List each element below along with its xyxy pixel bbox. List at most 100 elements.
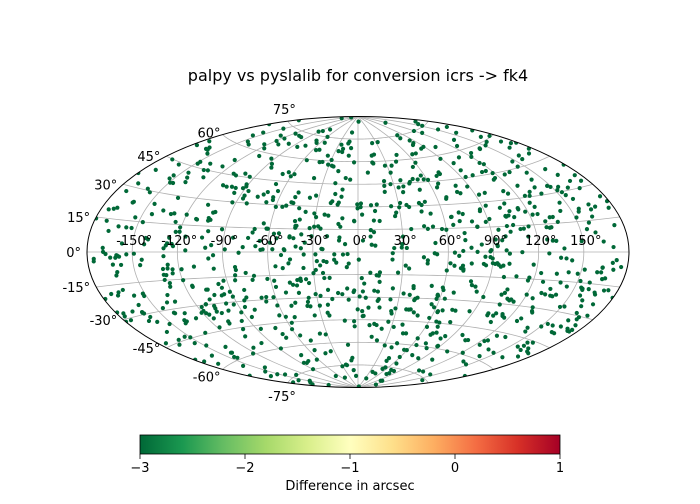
data-point: [268, 374, 274, 379]
data-point: [242, 287, 247, 293]
data-point: [523, 329, 528, 334]
data-point: [438, 336, 443, 341]
data-point: [145, 186, 150, 191]
data-point: [334, 260, 339, 265]
data-point: [324, 234, 330, 239]
data-point: [227, 321, 232, 326]
data-point: [122, 314, 127, 319]
data-point: [507, 209, 512, 214]
data-point: [392, 245, 397, 251]
data-point: [526, 224, 531, 229]
data-point: [273, 181, 279, 187]
data-point: [316, 129, 321, 134]
data-point: [311, 176, 317, 181]
data-point: [206, 202, 211, 207]
data-point: [425, 258, 430, 263]
data-point: [373, 243, 378, 248]
data-point: [417, 187, 422, 192]
data-point: [558, 324, 563, 329]
data-point: [108, 255, 113, 260]
data-point: [322, 275, 327, 281]
data-point: [567, 178, 573, 184]
data-point: [130, 309, 135, 314]
data-point: [366, 305, 371, 310]
data-point: [110, 262, 115, 267]
data-point: [352, 288, 357, 293]
data-point: [330, 199, 335, 204]
data-point: [275, 188, 281, 194]
data-point: [320, 128, 325, 134]
data-point: [400, 322, 405, 327]
data-point: [579, 285, 584, 290]
data-point: [317, 147, 322, 152]
data-point: [293, 195, 298, 200]
data-point: [373, 382, 379, 387]
x-tick-label: 0°: [353, 234, 368, 249]
data-point: [451, 161, 456, 166]
data-point: [299, 232, 304, 237]
data-point: [530, 212, 535, 217]
data-point: [461, 268, 466, 273]
data-point: [445, 349, 450, 354]
data-point: [160, 305, 165, 311]
data-point: [165, 262, 170, 267]
data-point: [454, 189, 460, 195]
data-point: [333, 373, 338, 379]
data-point: [244, 201, 249, 206]
data-point: [516, 207, 521, 212]
data-point: [469, 283, 475, 288]
data-point: [564, 284, 569, 289]
data-point: [372, 321, 377, 326]
data-point: [559, 190, 565, 195]
data-point: [600, 265, 605, 270]
data-point: [448, 214, 454, 220]
data-point: [359, 275, 364, 281]
data-point: [457, 253, 462, 258]
data-point: [232, 157, 237, 163]
x-tick-label: 90°: [484, 234, 507, 249]
data-point: [390, 251, 395, 256]
x-tick-label: -30°: [301, 234, 329, 249]
data-point: [199, 304, 204, 310]
data-point: [558, 280, 563, 285]
data-point: [317, 303, 322, 308]
data-point: [170, 157, 175, 162]
data-point: [353, 373, 359, 378]
data-point: [202, 359, 207, 364]
data-point: [246, 235, 251, 241]
data-point: [467, 309, 472, 314]
data-point: [579, 239, 584, 244]
data-point: [477, 207, 483, 212]
data-point: [588, 207, 594, 212]
colorbar-tick-label: −2: [235, 461, 254, 476]
data-point: [316, 224, 321, 229]
data-point: [511, 299, 516, 304]
data-point: [576, 209, 581, 214]
data-point: [355, 202, 360, 207]
y-tick-label: 75°: [273, 103, 296, 118]
data-point: [411, 286, 416, 291]
data-point: [320, 270, 326, 276]
data-point: [259, 295, 264, 300]
data-point: [217, 325, 222, 330]
data-point: [586, 220, 592, 225]
data-point: [199, 235, 205, 240]
data-point: [507, 169, 512, 175]
data-point: [333, 181, 338, 186]
data-point: [172, 299, 178, 304]
data-point: [301, 360, 306, 365]
data-point: [288, 174, 293, 179]
data-point: [611, 244, 616, 250]
data-point: [544, 225, 549, 230]
data-point: [597, 194, 603, 199]
data-point: [349, 116, 354, 120]
data-point: [565, 185, 570, 190]
data-point: [240, 245, 245, 250]
data-point: [267, 240, 272, 245]
data-point: [505, 287, 510, 292]
data-point: [535, 211, 540, 217]
data-point: [208, 217, 213, 222]
data-point: [307, 225, 312, 231]
data-point: [171, 173, 176, 178]
data-point: [519, 316, 524, 321]
